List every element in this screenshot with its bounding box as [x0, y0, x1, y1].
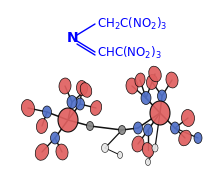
- Ellipse shape: [59, 78, 71, 94]
- Ellipse shape: [145, 159, 151, 166]
- Ellipse shape: [87, 122, 93, 130]
- Ellipse shape: [142, 143, 154, 157]
- Ellipse shape: [149, 66, 161, 82]
- Ellipse shape: [67, 95, 77, 108]
- Ellipse shape: [56, 144, 68, 160]
- Ellipse shape: [58, 108, 78, 132]
- Ellipse shape: [77, 81, 87, 95]
- Ellipse shape: [50, 132, 59, 144]
- Ellipse shape: [166, 72, 178, 88]
- Ellipse shape: [157, 90, 166, 102]
- Ellipse shape: [35, 144, 49, 160]
- Ellipse shape: [143, 124, 153, 136]
- Ellipse shape: [119, 125, 125, 135]
- Ellipse shape: [90, 101, 102, 115]
- Ellipse shape: [170, 122, 180, 134]
- Ellipse shape: [126, 78, 138, 94]
- Ellipse shape: [36, 119, 48, 133]
- Ellipse shape: [150, 101, 170, 125]
- Ellipse shape: [75, 98, 85, 110]
- Ellipse shape: [117, 152, 123, 159]
- Ellipse shape: [181, 109, 194, 126]
- Ellipse shape: [152, 144, 158, 152]
- Ellipse shape: [101, 143, 109, 153]
- Ellipse shape: [22, 100, 35, 116]
- Text: N: N: [67, 31, 79, 45]
- Ellipse shape: [132, 136, 144, 152]
- Ellipse shape: [179, 130, 191, 146]
- Ellipse shape: [133, 122, 143, 134]
- Text: $\mathsf{CHC(NO_2)_3}$: $\mathsf{CHC(NO_2)_3}$: [97, 45, 162, 61]
- Ellipse shape: [42, 106, 52, 118]
- Ellipse shape: [147, 74, 158, 89]
- Text: $\mathsf{CH_2C(NO_2)_3}$: $\mathsf{CH_2C(NO_2)_3}$: [97, 16, 168, 32]
- Ellipse shape: [141, 91, 151, 105]
- Ellipse shape: [135, 73, 145, 87]
- Ellipse shape: [194, 132, 202, 143]
- Ellipse shape: [80, 83, 92, 97]
